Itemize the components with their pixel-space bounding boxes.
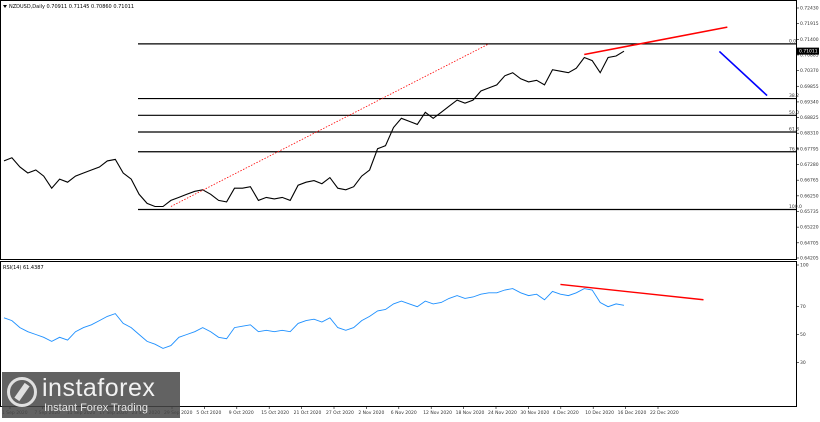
watermark-logo-icon: [7, 377, 37, 407]
price-axis-label: 0.66765: [800, 178, 819, 184]
date-axis-label: 16 Dec 2020: [618, 410, 647, 416]
current-price-label: 0.71011: [799, 49, 818, 55]
date-axis-label: 9 Oct 2020: [229, 410, 254, 416]
date-axis-label: 4 Dec 2020: [553, 410, 579, 416]
collapse-triangle-icon: [3, 5, 7, 8]
current-price-marker: 0.71011: [797, 47, 819, 55]
rsi-title: RSI(14) 61.4387: [3, 265, 44, 271]
fib-level-label: 61.8: [789, 127, 799, 133]
price-axis-label: 0.72430: [800, 6, 819, 12]
price-axis-label: 0.71915: [800, 21, 819, 27]
trend-dotted-line: [170, 43, 490, 207]
fib-level-label: 76.4: [789, 146, 799, 152]
date-axis-label: 21 Oct 2020: [294, 410, 322, 416]
date-axis-label: 24 Nov 2020: [488, 410, 517, 416]
rsi-axis-label: 100: [800, 263, 809, 269]
price-axis-label: 0.68310: [800, 131, 819, 137]
price-axis-label: 0.65220: [800, 225, 819, 231]
price-axis-label: 0.66250: [800, 193, 819, 199]
price-axis-label: 0.67795: [800, 146, 819, 152]
watermark-brand: instaforex: [42, 374, 156, 402]
price-axis-label: 0.69855: [800, 84, 819, 90]
price-axis-label: 0.64705: [800, 240, 819, 246]
main-pane-frame: [0, 0, 797, 260]
date-axis-label: 30 Nov 2020: [520, 410, 549, 416]
price-line: [3, 50, 625, 208]
projection-line: [718, 50, 768, 97]
price-axis-label: 0.69340: [800, 99, 819, 105]
date-axis-label: 15 Oct 2020: [261, 410, 289, 416]
rsi-axis-label: 70: [800, 304, 806, 310]
date-axis-label: 10 Dec 2020: [585, 410, 614, 416]
date-axis-label: 6 Nov 2020: [391, 410, 417, 416]
date-axis-label: 5 Oct 2020: [196, 410, 221, 416]
date-axis-label: 22 Dec 2020: [650, 410, 679, 416]
date-axis-label: 12 Nov 2020: [423, 410, 452, 416]
current-price-box: [797, 47, 819, 55]
divergence-rsi-line: [560, 283, 704, 301]
rsi-axis-label: 50: [800, 332, 806, 338]
fib-level-label: 38.2: [789, 93, 799, 99]
watermark-tagline: Instant Forex Trading: [44, 402, 148, 414]
fib-level-label: 0.0: [789, 38, 796, 44]
price-axis-label: 0.70885: [800, 52, 819, 58]
date-axis-label: 2 Nov 2020: [358, 410, 384, 416]
price-axis-label: 0.65735: [800, 209, 819, 215]
price-axis-label: 0.68825: [800, 115, 819, 121]
rsi-axis-label: 30: [800, 360, 806, 366]
fib-level-label: 50.0: [789, 110, 799, 116]
price-axis-label: 0.70370: [800, 68, 819, 74]
divergence-price-line: [584, 26, 728, 56]
main-title: NZDUSD,Daily 0.70911 0.71145 0.70860 0.7…: [9, 4, 134, 10]
date-axis-label: 18 Nov 2020: [456, 410, 485, 416]
rsi-line: [3, 288, 625, 349]
price-axis-label: 0.64205: [800, 256, 819, 262]
date-axis-label: 27 Oct 2020: [326, 410, 354, 416]
watermark: instaforex Instant Forex Trading: [2, 372, 180, 418]
fib-level-label: 100.0: [789, 204, 802, 210]
price-axis-label: 0.71400: [800, 37, 819, 43]
main-title-group: NZDUSD,Daily 0.70911 0.71145 0.70860 0.7…: [3, 4, 134, 10]
price-axis-label: 0.67280: [800, 162, 819, 168]
